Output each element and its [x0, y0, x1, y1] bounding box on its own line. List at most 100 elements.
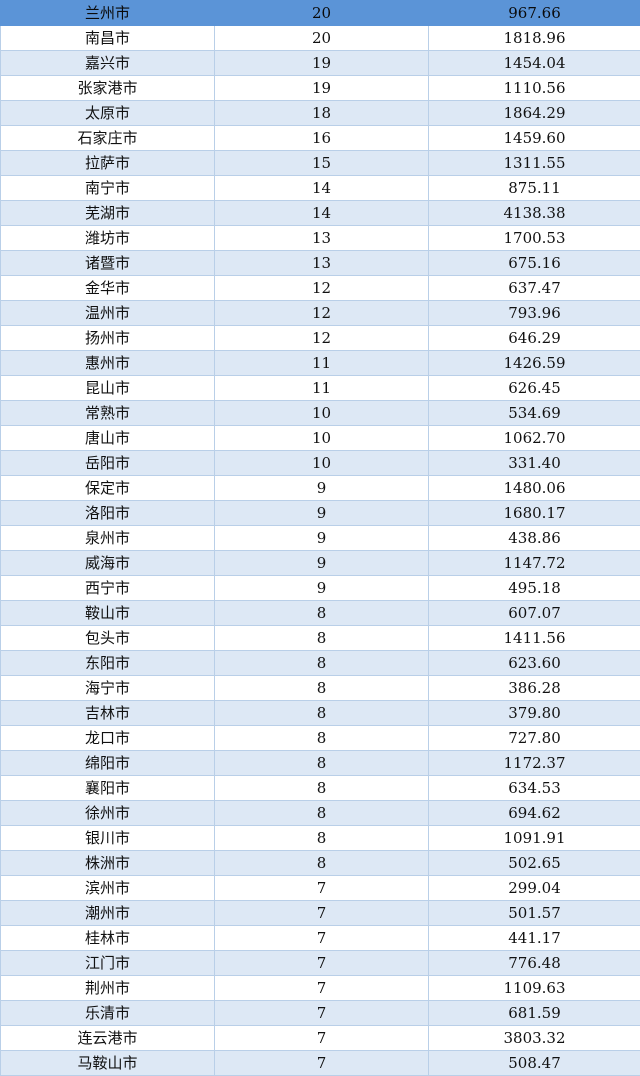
city-cell: 昆山市 [1, 376, 215, 401]
count-cell: 8 [215, 751, 429, 776]
value-cell: 1091.91 [429, 826, 640, 851]
value-cell: 386.28 [429, 676, 640, 701]
count-cell: 20 [215, 26, 429, 51]
value-cell: 379.80 [429, 701, 640, 726]
value-cell: 694.62 [429, 801, 640, 826]
city-cell: 岳阳市 [1, 451, 215, 476]
city-cell: 潮州市 [1, 901, 215, 926]
city-cell: 常熟市 [1, 401, 215, 426]
count-cell: 10 [215, 451, 429, 476]
value-cell: 299.04 [429, 876, 640, 901]
count-cell: 12 [215, 276, 429, 301]
city-cell: 兰州市 [1, 1, 215, 26]
value-cell: 776.48 [429, 951, 640, 976]
count-cell: 8 [215, 626, 429, 651]
value-cell: 1062.70 [429, 426, 640, 451]
count-cell: 8 [215, 601, 429, 626]
city-cell: 芜湖市 [1, 201, 215, 226]
count-cell: 14 [215, 176, 429, 201]
count-cell: 18 [215, 101, 429, 126]
city-cell: 唐山市 [1, 426, 215, 451]
city-cell: 诸暨市 [1, 251, 215, 276]
count-cell: 15 [215, 151, 429, 176]
count-cell: 8 [215, 776, 429, 801]
count-cell: 7 [215, 876, 429, 901]
count-cell: 8 [215, 851, 429, 876]
city-cell: 包头市 [1, 626, 215, 651]
city-cell: 惠州市 [1, 351, 215, 376]
count-cell: 7 [215, 901, 429, 926]
count-cell: 8 [215, 826, 429, 851]
value-cell: 1147.72 [429, 551, 640, 576]
value-cell: 1700.53 [429, 226, 640, 251]
count-cell: 14 [215, 201, 429, 226]
value-cell: 1172.37 [429, 751, 640, 776]
city-cell: 桂林市 [1, 926, 215, 951]
city-cell: 海宁市 [1, 676, 215, 701]
city-cell: 荆州市 [1, 976, 215, 1001]
city-cell: 金华市 [1, 276, 215, 301]
count-cell: 7 [215, 976, 429, 1001]
count-cell: 19 [215, 76, 429, 101]
city-cell: 襄阳市 [1, 776, 215, 801]
city-cell: 滨州市 [1, 876, 215, 901]
city-cell: 太原市 [1, 101, 215, 126]
count-cell: 11 [215, 351, 429, 376]
value-cell: 534.69 [429, 401, 640, 426]
count-cell: 11 [215, 376, 429, 401]
count-cell: 7 [215, 1051, 429, 1076]
count-cell: 8 [215, 651, 429, 676]
city-cell: 鞍山市 [1, 601, 215, 626]
value-cell: 675.16 [429, 251, 640, 276]
value-cell: 438.86 [429, 526, 640, 551]
city-cell: 洛阳市 [1, 501, 215, 526]
value-cell: 441.17 [429, 926, 640, 951]
count-cell: 9 [215, 576, 429, 601]
value-cell: 1411.56 [429, 626, 640, 651]
count-cell: 9 [215, 501, 429, 526]
city-cell: 南宁市 [1, 176, 215, 201]
count-cell: 9 [215, 551, 429, 576]
value-cell: 875.11 [429, 176, 640, 201]
count-cell: 7 [215, 926, 429, 951]
city-cell: 扬州市 [1, 326, 215, 351]
city-cell: 温州市 [1, 301, 215, 326]
count-cell: 8 [215, 701, 429, 726]
city-cell: 乐清市 [1, 1001, 215, 1026]
value-cell: 646.29 [429, 326, 640, 351]
count-cell: 8 [215, 726, 429, 751]
value-cell: 607.07 [429, 601, 640, 626]
city-cell: 保定市 [1, 476, 215, 501]
count-cell: 12 [215, 326, 429, 351]
city-cell: 龙口市 [1, 726, 215, 751]
